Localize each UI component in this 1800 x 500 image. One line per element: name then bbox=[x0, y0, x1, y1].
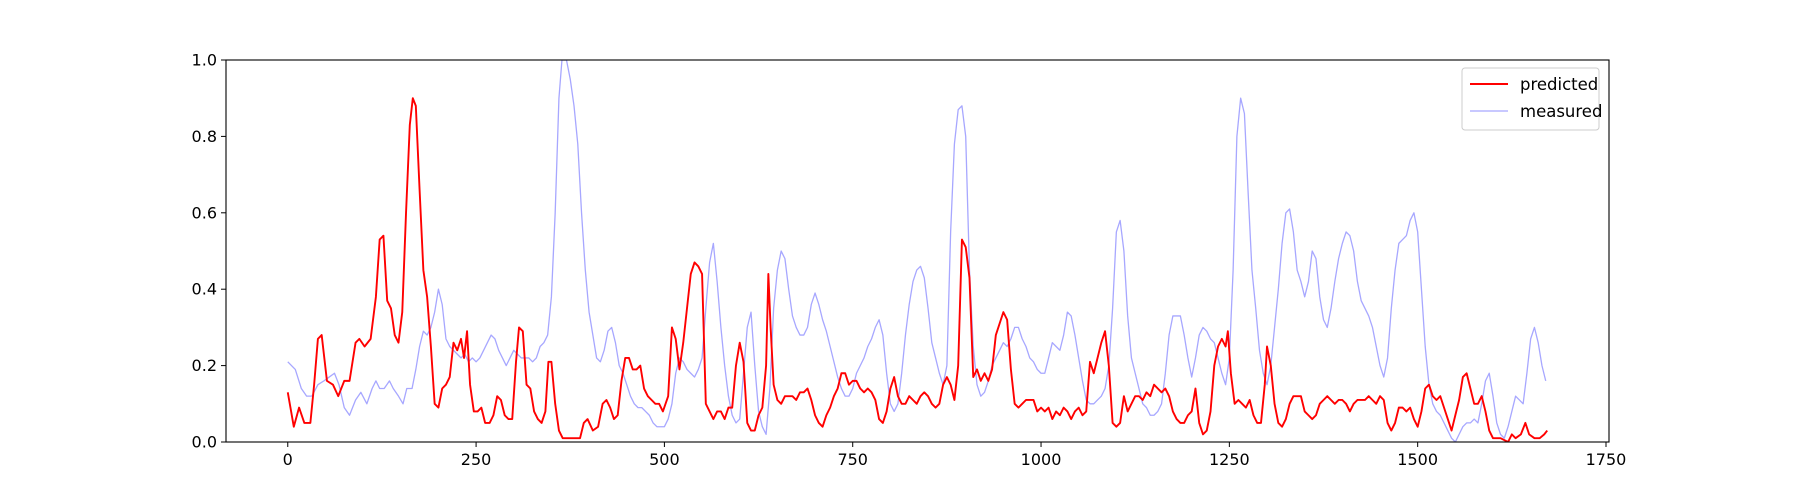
y-tick-label: 0.2 bbox=[192, 356, 217, 375]
y-tick-label: 0.6 bbox=[192, 203, 217, 222]
x-tick-label: 1000 bbox=[1021, 450, 1062, 469]
x-tick-label: 750 bbox=[837, 450, 868, 469]
series-line-measured bbox=[287, 60, 1547, 442]
legend-label-predicted: predicted bbox=[1520, 75, 1598, 94]
legend-label-measured: measured bbox=[1520, 102, 1602, 121]
y-tick-label: 0.8 bbox=[192, 127, 217, 146]
y-tick-label: 1.0 bbox=[192, 51, 217, 70]
axes: 0 250 500 750 1000 1250 1500 1750 0.0 0.2 0.4 0.6 0.… bbox=[192, 51, 1627, 470]
plot-area-frame bbox=[225, 59, 1610, 443]
legend: predicted measured bbox=[1461, 67, 1602, 131]
y-tick-label: 0.4 bbox=[192, 280, 217, 299]
x-tick-label: 500 bbox=[649, 450, 680, 469]
x-tick-label: 1500 bbox=[1397, 450, 1438, 469]
series-layer bbox=[286, 60, 1548, 442]
x-tick-label: 250 bbox=[461, 450, 492, 469]
y-tick-label: 0.0 bbox=[192, 433, 217, 452]
x-tick-label: 1250 bbox=[1209, 450, 1250, 469]
x-tick-label: 1750 bbox=[1586, 450, 1627, 469]
x-tick-label: 0 bbox=[283, 450, 293, 469]
series-line-predicted bbox=[286, 97, 1548, 442]
